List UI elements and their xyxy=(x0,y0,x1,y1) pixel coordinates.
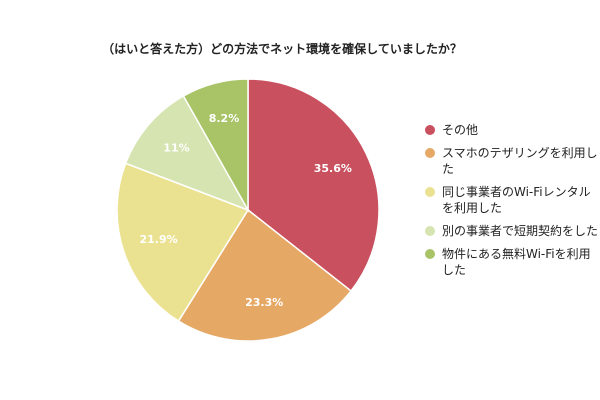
legend-marker xyxy=(425,125,435,135)
value-label: 11% xyxy=(163,142,189,155)
legend-label: 別の事業者で短期契約をした xyxy=(442,224,599,238)
legend-item: その他 xyxy=(425,122,600,138)
legend-marker xyxy=(425,148,435,158)
value-label: 23.3% xyxy=(245,296,283,309)
chart-title: （はいと答えた方）どの方法でネット環境を確保していましたか？ xyxy=(102,41,462,56)
legend-marker xyxy=(425,187,435,197)
legend: その他スマホのテザリングを利用した 同じ事業者のWi-Fiレンタルを利用した別の事… xyxy=(425,122,600,285)
legend-label: その他 xyxy=(442,123,479,137)
pie-slice xyxy=(116,162,250,323)
legend-item: 物件にある無料Wi-Fiを利用した xyxy=(425,246,600,278)
legend-item: 同じ事業者のWi-Fiレンタルを利用した xyxy=(425,184,600,216)
legend-item: スマホのテザリングを利用した xyxy=(425,145,600,177)
pie-slice xyxy=(124,94,250,212)
legend-label: スマホのテザリングを利用した xyxy=(442,146,598,176)
value-label: 8.2% xyxy=(209,112,240,125)
pie-slice xyxy=(182,78,249,213)
pie-slice xyxy=(247,78,380,292)
value-label: 35.6% xyxy=(314,162,352,175)
value-label: 21.9% xyxy=(139,233,177,246)
legend-marker xyxy=(425,226,435,236)
legend-marker xyxy=(425,249,435,259)
legend-label: 同じ事業者のWi-Fiレンタルを利用した xyxy=(442,185,591,215)
legend-label: 物件にある無料Wi-Fiを利用した xyxy=(442,247,591,277)
pie-slice xyxy=(177,208,353,342)
legend-item: 別の事業者で短期契約をした xyxy=(425,223,600,239)
